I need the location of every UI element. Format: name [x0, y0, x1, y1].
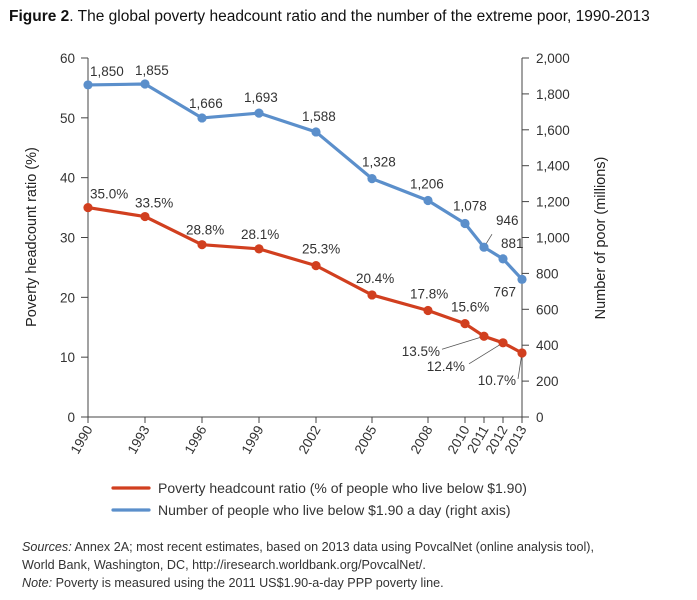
left-tick-label: 50	[60, 111, 75, 126]
right-tick-label: 800	[536, 266, 559, 281]
headcount-data-label: 33.5%	[135, 196, 173, 211]
legend-label-headcount: Poverty headcount ratio (% of people who…	[158, 480, 527, 496]
headcount-data-label: 28.1%	[241, 227, 279, 242]
right-tick-label: 1,200	[536, 195, 570, 210]
x-tick-label: 2008	[408, 423, 436, 457]
headcount-point	[479, 332, 488, 341]
poor-data-label: 1,693	[244, 90, 278, 105]
poor-data-label: 1,588	[302, 109, 336, 124]
headcount-data-label: 15.6%	[451, 300, 489, 315]
headcount-point	[460, 319, 469, 328]
poor-point	[311, 127, 320, 136]
poor-point	[479, 243, 488, 252]
left-tick-label: 10	[60, 350, 75, 365]
poor-point	[460, 219, 469, 228]
right-tick-label: 2,000	[536, 51, 570, 66]
poor-data-label: 1,206	[410, 177, 444, 192]
x-tick-label: 1999	[239, 423, 267, 457]
left-tick-label: 0	[67, 410, 75, 425]
legend: Poverty headcount ratio (% of people who…	[113, 480, 527, 518]
poor-point	[197, 113, 206, 122]
x-tick-label: 1990	[68, 423, 96, 457]
chart: 010203040506002004006008001,0001,2001,40…	[0, 0, 697, 530]
note-label: Note:	[22, 576, 52, 590]
right-axis-title: Number of poor (millions)	[593, 157, 609, 320]
poor-data-label: 881	[501, 236, 524, 251]
headcount-point	[367, 290, 376, 299]
poor-data-label: 1,855	[135, 63, 169, 78]
poor-data-label: 1,850	[90, 64, 124, 79]
poor-data-label: 1,078	[453, 198, 487, 213]
poor-point	[254, 109, 263, 118]
headcount-point	[197, 240, 206, 249]
poor-data-label: 946	[496, 213, 519, 228]
right-tick-label: 1,000	[536, 231, 570, 246]
headcount-point	[517, 348, 526, 357]
left-tick-label: 20	[60, 290, 75, 305]
headcount-data-label: 25.3%	[302, 242, 340, 257]
left-tick-label: 40	[60, 171, 75, 186]
legend-label-poor: Number of people who live below $1.90 a …	[158, 502, 511, 518]
poor-point	[498, 254, 507, 263]
right-tick-label: 1,600	[536, 123, 570, 138]
right-tick-label: 400	[536, 338, 559, 353]
note-line: Note: Poverty is measured using the 2011…	[22, 574, 692, 592]
left-tick-label: 30	[60, 231, 75, 246]
headcount-point	[423, 306, 432, 315]
headcount-data-label: 13.5%	[402, 344, 440, 359]
headcount-data-label: 35.0%	[90, 187, 128, 202]
poor-data-label: 1,328	[362, 155, 396, 170]
sources-text: Annex 2A; most recent estimates, based o…	[72, 540, 594, 554]
headcount-point	[83, 203, 92, 212]
x-tick-label: 1993	[125, 423, 153, 457]
right-tick-label: 0	[536, 410, 544, 425]
headcount-data-label: 28.8%	[186, 223, 224, 238]
headcount-point	[311, 261, 320, 270]
sources-line-2: World Bank, Washington, DC, http://irese…	[22, 556, 692, 574]
headcount-line	[88, 208, 522, 353]
right-tick-label: 200	[536, 374, 559, 389]
poor-point	[83, 80, 92, 89]
headcount-data-label: 12.4%	[427, 359, 465, 374]
note-text: Poverty is measured using the 2011 US$1.…	[52, 576, 444, 590]
poor-point	[517, 275, 526, 284]
right-tick-label: 1,400	[536, 159, 570, 174]
data-labels: 35.0% 33.5% 28.8% 28.1% 25.3% 20.4% 17.8%15.6%…	[90, 63, 524, 388]
headcount-leader	[469, 343, 503, 364]
x-tick-label: 2005	[352, 423, 380, 457]
headcount-data-label: 20.4%	[356, 271, 394, 286]
right-tick-label: 600	[536, 302, 559, 317]
poor-point	[367, 174, 376, 183]
x-tick-label: 2002	[296, 423, 324, 457]
sources-line: Sources: Annex 2A; most recent estimates…	[22, 538, 692, 556]
chart-notes: Sources: Annex 2A; most recent estimates…	[22, 538, 692, 592]
headcount-point	[254, 244, 263, 253]
poor-point	[423, 196, 432, 205]
headcount-data-label: 10.7%	[478, 373, 516, 388]
sources-label: Sources:	[22, 540, 72, 554]
poor-data-label: 1,666	[189, 96, 223, 111]
x-tick-label: 1996	[182, 423, 210, 457]
headcount-data-label: 17.8%	[410, 286, 448, 301]
headcount-leader	[442, 336, 484, 349]
poor-point	[140, 79, 149, 88]
left-tick-label: 60	[60, 51, 75, 66]
headcount-point	[140, 212, 149, 221]
left-axis-title: Poverty headcount ratio (%)	[24, 147, 40, 327]
right-tick-label: 1,800	[536, 87, 570, 102]
headcount-point	[498, 338, 507, 347]
poor-data-label: 767	[493, 284, 516, 299]
